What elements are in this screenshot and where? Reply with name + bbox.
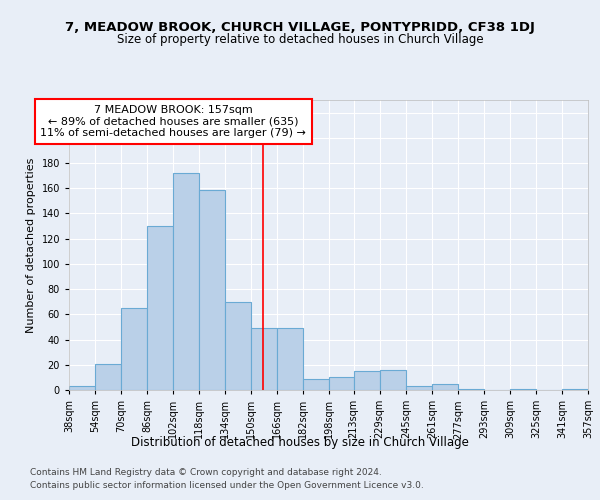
Bar bbox=[432, 384, 458, 390]
Bar bbox=[147, 226, 173, 390]
Bar bbox=[69, 386, 95, 390]
Bar bbox=[225, 302, 251, 390]
Text: Contains public sector information licensed under the Open Government Licence v3: Contains public sector information licen… bbox=[30, 480, 424, 490]
Text: Distribution of detached houses by size in Church Village: Distribution of detached houses by size … bbox=[131, 436, 469, 449]
Bar bbox=[329, 378, 354, 390]
Bar bbox=[199, 190, 225, 390]
Bar bbox=[277, 328, 303, 390]
Bar bbox=[303, 378, 329, 390]
Bar bbox=[121, 308, 147, 390]
Y-axis label: Number of detached properties: Number of detached properties bbox=[26, 158, 36, 332]
Bar bbox=[562, 388, 588, 390]
Text: Contains HM Land Registry data © Crown copyright and database right 2024.: Contains HM Land Registry data © Crown c… bbox=[30, 468, 382, 477]
Bar bbox=[251, 328, 277, 390]
Bar bbox=[458, 388, 484, 390]
Text: Size of property relative to detached houses in Church Village: Size of property relative to detached ho… bbox=[116, 34, 484, 46]
Bar bbox=[510, 388, 536, 390]
Text: 7, MEADOW BROOK, CHURCH VILLAGE, PONTYPRIDD, CF38 1DJ: 7, MEADOW BROOK, CHURCH VILLAGE, PONTYPR… bbox=[65, 21, 535, 34]
Bar bbox=[380, 370, 406, 390]
Bar bbox=[406, 386, 432, 390]
Bar bbox=[354, 371, 380, 390]
Text: 7 MEADOW BROOK: 157sqm
← 89% of detached houses are smaller (635)
11% of semi-de: 7 MEADOW BROOK: 157sqm ← 89% of detached… bbox=[40, 105, 306, 138]
Bar bbox=[95, 364, 121, 390]
Bar bbox=[173, 173, 199, 390]
